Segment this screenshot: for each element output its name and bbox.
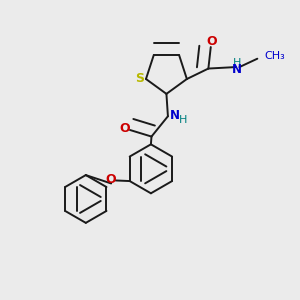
Text: CH₃: CH₃	[264, 51, 285, 61]
Text: O: O	[119, 122, 130, 135]
Text: N: N	[232, 63, 242, 76]
Text: O: O	[106, 173, 116, 186]
Text: S: S	[135, 72, 144, 85]
Text: H: H	[233, 58, 242, 68]
Text: H: H	[179, 116, 188, 125]
Text: O: O	[206, 35, 217, 48]
Text: N: N	[169, 109, 179, 122]
